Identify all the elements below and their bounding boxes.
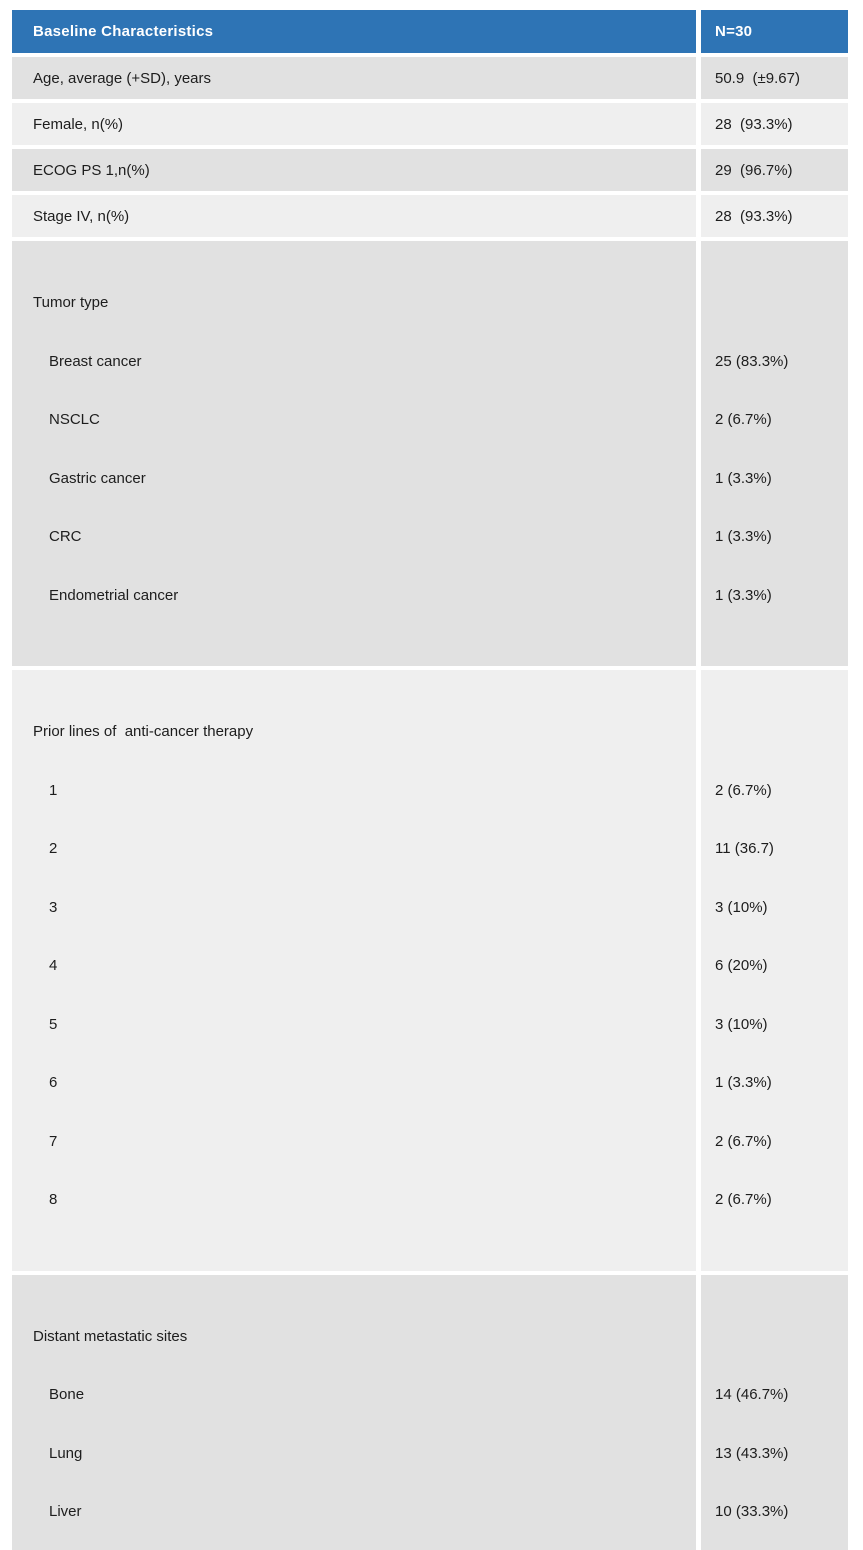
section-item-value: 13 (43.3%)	[715, 1444, 848, 1464]
section-tumor-type-values: 25 (83.3%) 2 (6.7%) 1 (3.3%) 1 (3.3%) 1 …	[701, 241, 848, 666]
section-item-value: 10 (33.3%)	[715, 1502, 848, 1522]
row-ecog-value: 29 (96.7%)	[701, 149, 848, 191]
section-item-value: 2 (6.7%)	[715, 1190, 848, 1210]
section-item-label: 5	[33, 1015, 696, 1035]
section-tumor-type-heading: Tumor type	[33, 293, 696, 313]
row-age-value: 50.9 (±9.67)	[701, 57, 848, 99]
section-item-label: 4	[33, 956, 696, 976]
row-female-label: Female, n(%)	[12, 103, 696, 145]
section-item-value: 14 (46.7%)	[715, 1385, 848, 1405]
section-item-label: Endometrial cancer	[33, 586, 696, 606]
section-item-label: 8	[33, 1190, 696, 1210]
section-item-value: 3 (10%)	[715, 1015, 848, 1035]
section-item-value: 2 (6.7%)	[715, 781, 848, 801]
baseline-characteristics-table: Baseline Characteristics N=30 Age, avera…	[12, 10, 848, 1550]
section-item-value: 6 (20%)	[715, 956, 848, 976]
section-item-value: 11 (36.7)	[715, 839, 848, 859]
value-column-spacer	[715, 1327, 848, 1347]
table-header-label: Baseline Characteristics	[12, 10, 696, 53]
section-item-label: 1	[33, 781, 696, 801]
section-item-value: 2 (6.7%)	[715, 410, 848, 430]
section-item-label: NSCLC	[33, 410, 696, 430]
section-prior-lines-heading: Prior lines of anti-cancer therapy	[33, 722, 696, 742]
row-female-value: 28 (93.3%)	[701, 103, 848, 145]
section-prior-lines-values: 2 (6.7%) 11 (36.7) 3 (10%) 6 (20%) 3 (10…	[701, 670, 848, 1271]
row-stage-label: Stage IV, n(%)	[12, 195, 696, 237]
section-tumor-type: Tumor type Breast cancer NSCLC Gastric c…	[12, 241, 696, 666]
table-header-count: N=30	[701, 10, 848, 53]
section-prior-lines: Prior lines of anti-cancer therapy 1 2 3…	[12, 670, 696, 1271]
section-item-label: 2	[33, 839, 696, 859]
row-age-label: Age, average (+SD), years	[12, 57, 696, 99]
section-item-label: Gastric cancer	[33, 469, 696, 489]
value-column-spacer	[715, 722, 848, 742]
section-item-value: 3 (10%)	[715, 898, 848, 918]
section-item-value: 1 (3.3%)	[715, 527, 848, 547]
value-column-spacer	[715, 293, 848, 313]
section-metastatic-sites-values: 14 (46.7%) 13 (43.3%) 10 (33.3%) 5 (16.7…	[701, 1275, 848, 1550]
section-item-value: 1 (3.3%)	[715, 586, 848, 606]
section-item-label: 3	[33, 898, 696, 918]
section-item-label: Bone	[33, 1385, 696, 1405]
section-item-value: 2 (6.7%)	[715, 1132, 848, 1152]
section-item-label: Lung	[33, 1444, 696, 1464]
section-metastatic-sites: Distant metastatic sites Bone Lung Liver…	[12, 1275, 696, 1550]
section-item-label: 7	[33, 1132, 696, 1152]
section-item-value: 25 (83.3%)	[715, 352, 848, 372]
section-item-label: CRC	[33, 527, 696, 547]
section-item-label: Liver	[33, 1502, 696, 1522]
section-item-value: 1 (3.3%)	[715, 1073, 848, 1093]
section-metastatic-sites-heading: Distant metastatic sites	[33, 1327, 696, 1347]
section-item-label: Breast cancer	[33, 352, 696, 372]
row-ecog-label: ECOG PS 1,n(%)	[12, 149, 696, 191]
row-stage-value: 28 (93.3%)	[701, 195, 848, 237]
section-item-value: 1 (3.3%)	[715, 469, 848, 489]
section-item-label: 6	[33, 1073, 696, 1093]
